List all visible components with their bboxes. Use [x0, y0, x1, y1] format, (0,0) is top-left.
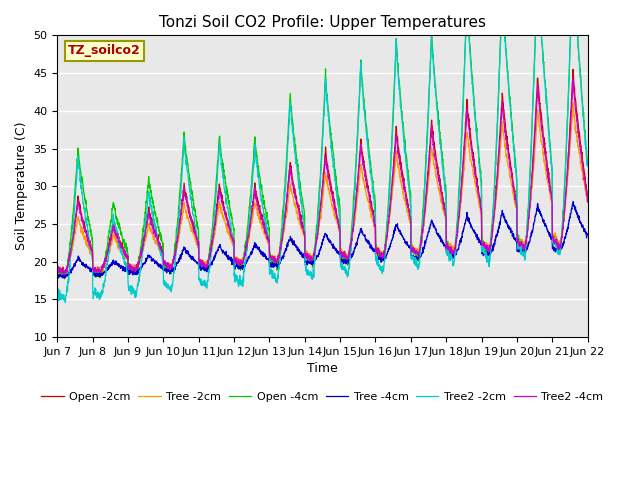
Line: Open -2cm: Open -2cm: [58, 70, 588, 276]
Tree2 -4cm: [477, 204, 484, 210]
Tree2 -2cm: [538, 33, 545, 38]
Y-axis label: Soil Temperature (C): Soil Temperature (C): [15, 122, 28, 251]
Open -2cm: [569, 67, 577, 72]
Tree -2cm: [584, 196, 591, 202]
Open -2cm: [477, 198, 484, 204]
Legend: Open -2cm, Tree -2cm, Open -4cm, Tree -4cm, Tree2 -2cm, Tree2 -4cm: Open -2cm, Tree -2cm, Open -4cm, Tree -4…: [37, 388, 608, 407]
Open -4cm: [428, 33, 435, 38]
Open -4cm: [202, 266, 209, 272]
Tree2 -2cm: [61, 300, 69, 305]
Open -4cm: [349, 201, 357, 206]
Tree2 -2cm: [338, 265, 346, 271]
Open -2cm: [54, 267, 61, 273]
Tree -4cm: [477, 240, 484, 246]
X-axis label: Time: Time: [307, 362, 338, 375]
Open -4cm: [61, 276, 68, 282]
Tree2 -2cm: [202, 284, 209, 289]
Tree -2cm: [477, 210, 484, 216]
Tree -2cm: [54, 267, 61, 273]
Tree -4cm: [338, 259, 346, 265]
Open -2cm: [61, 273, 69, 279]
Open -2cm: [338, 253, 346, 259]
Open -2cm: [537, 110, 545, 116]
Open -4cm: [552, 240, 560, 246]
Tree2 -4cm: [60, 272, 68, 278]
Tree2 -4cm: [54, 268, 61, 274]
Tree2 -2cm: [552, 244, 560, 250]
Tree2 -4cm: [584, 199, 591, 205]
Line: Tree2 -4cm: Tree2 -4cm: [58, 79, 588, 275]
Tree -4cm: [54, 274, 61, 280]
Open -4cm: [477, 168, 484, 174]
Tree -4cm: [570, 199, 577, 204]
Open -4cm: [584, 162, 591, 168]
Text: TZ_soilco2: TZ_soilco2: [68, 44, 141, 58]
Title: Tonzi Soil CO2 Profile: Upper Temperatures: Tonzi Soil CO2 Profile: Upper Temperatur…: [159, 15, 486, 30]
Open -2cm: [552, 238, 559, 244]
Open -2cm: [584, 194, 591, 200]
Tree -4cm: [552, 247, 559, 253]
Open -2cm: [202, 261, 209, 266]
Tree2 -2cm: [477, 176, 484, 182]
Open -2cm: [349, 222, 357, 228]
Tree2 -4cm: [537, 119, 545, 124]
Tree -2cm: [202, 263, 209, 269]
Tree -4cm: [584, 231, 591, 237]
Line: Tree -4cm: Tree -4cm: [58, 202, 588, 278]
Tree2 -2cm: [54, 288, 61, 294]
Tree2 -4cm: [552, 237, 559, 243]
Open -4cm: [54, 265, 61, 271]
Open -4cm: [338, 252, 346, 257]
Tree2 -2cm: [349, 214, 357, 219]
Tree -2cm: [552, 235, 559, 241]
Tree2 -4cm: [338, 251, 346, 257]
Line: Open -4cm: Open -4cm: [58, 36, 588, 279]
Tree2 -4cm: [569, 76, 577, 82]
Tree -2cm: [569, 99, 577, 105]
Tree2 -2cm: [584, 163, 591, 169]
Tree -2cm: [58, 272, 66, 277]
Tree -2cm: [349, 227, 357, 232]
Tree -4cm: [54, 275, 62, 281]
Tree -4cm: [202, 266, 209, 272]
Tree2 -4cm: [202, 263, 209, 268]
Open -4cm: [538, 33, 545, 38]
Tree -4cm: [537, 211, 545, 216]
Tree2 -4cm: [349, 224, 357, 229]
Tree2 -2cm: [462, 33, 470, 38]
Line: Tree2 -2cm: Tree2 -2cm: [58, 36, 588, 302]
Line: Tree -2cm: Tree -2cm: [58, 102, 588, 275]
Tree -2cm: [338, 249, 346, 255]
Tree -2cm: [537, 135, 545, 141]
Tree -4cm: [349, 249, 357, 255]
